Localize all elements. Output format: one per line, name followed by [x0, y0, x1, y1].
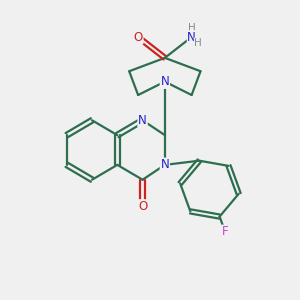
Text: N: N: [160, 75, 169, 88]
Text: N: N: [187, 31, 196, 44]
Text: H: H: [194, 38, 202, 48]
Text: O: O: [134, 31, 143, 44]
Text: N: N: [138, 114, 147, 127]
Text: O: O: [138, 200, 147, 213]
Text: N: N: [160, 158, 169, 171]
Text: F: F: [222, 225, 229, 239]
Text: H: H: [188, 22, 196, 32]
